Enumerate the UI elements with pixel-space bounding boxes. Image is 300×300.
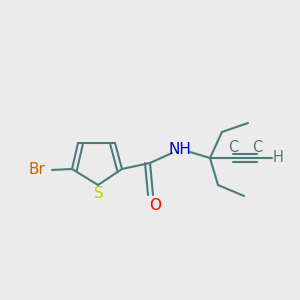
Text: C: C [252, 140, 262, 155]
Text: H: H [273, 151, 283, 166]
Text: S: S [94, 187, 104, 202]
Text: O: O [149, 199, 161, 214]
Text: Br: Br [28, 163, 45, 178]
Text: NH: NH [169, 142, 191, 158]
Text: C: C [228, 140, 238, 155]
